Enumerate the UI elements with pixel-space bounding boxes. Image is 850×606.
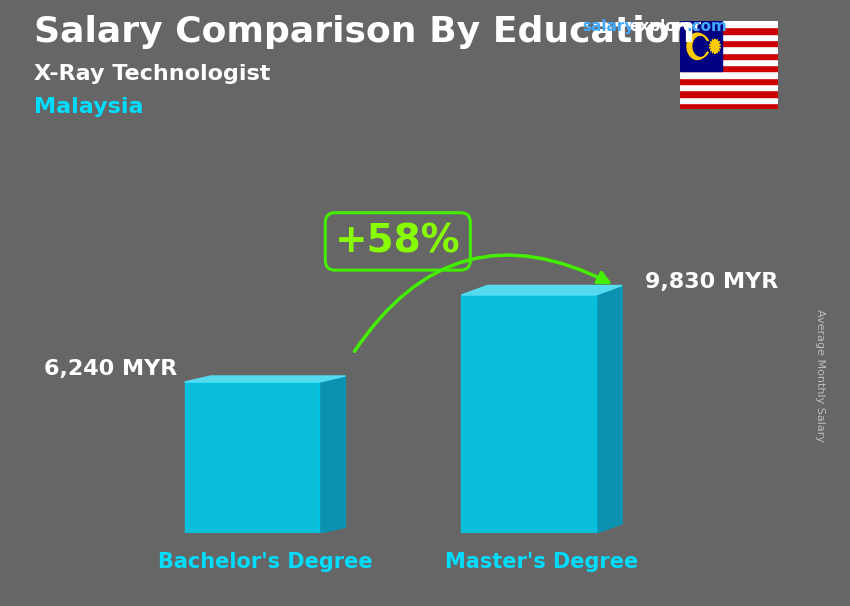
- Bar: [462, 295, 596, 533]
- Bar: [680, 90, 778, 96]
- Polygon shape: [184, 376, 345, 382]
- Bar: [680, 78, 778, 84]
- Text: Malaysia: Malaysia: [34, 97, 144, 117]
- Bar: [184, 382, 320, 533]
- Polygon shape: [462, 285, 622, 295]
- Text: 9,830 MYR: 9,830 MYR: [644, 272, 778, 292]
- Bar: [680, 72, 778, 78]
- Bar: [680, 27, 778, 34]
- Bar: [680, 103, 778, 109]
- Text: salary: salary: [582, 19, 635, 35]
- Polygon shape: [320, 376, 345, 533]
- Bar: [680, 65, 778, 72]
- Text: Master's Degree: Master's Degree: [445, 552, 638, 572]
- Polygon shape: [596, 285, 622, 533]
- Polygon shape: [709, 39, 721, 54]
- Bar: [680, 53, 778, 59]
- Text: Average Monthly Salary: Average Monthly Salary: [815, 309, 825, 442]
- Bar: [680, 59, 778, 65]
- Bar: [680, 21, 778, 27]
- Text: 6,240 MYR: 6,240 MYR: [44, 359, 177, 379]
- Text: +58%: +58%: [335, 222, 461, 261]
- Bar: [680, 34, 778, 40]
- Bar: [680, 21, 722, 72]
- Polygon shape: [687, 33, 708, 59]
- Text: .com: .com: [687, 19, 728, 35]
- Text: X-Ray Technologist: X-Ray Technologist: [34, 64, 270, 84]
- Bar: [680, 40, 778, 46]
- Bar: [680, 46, 778, 53]
- Text: Bachelor's Degree: Bachelor's Degree: [158, 552, 372, 572]
- Bar: [680, 96, 778, 103]
- Text: Salary Comparison By Education: Salary Comparison By Education: [34, 15, 695, 49]
- Text: explorer: explorer: [629, 19, 701, 35]
- Bar: [680, 84, 778, 90]
